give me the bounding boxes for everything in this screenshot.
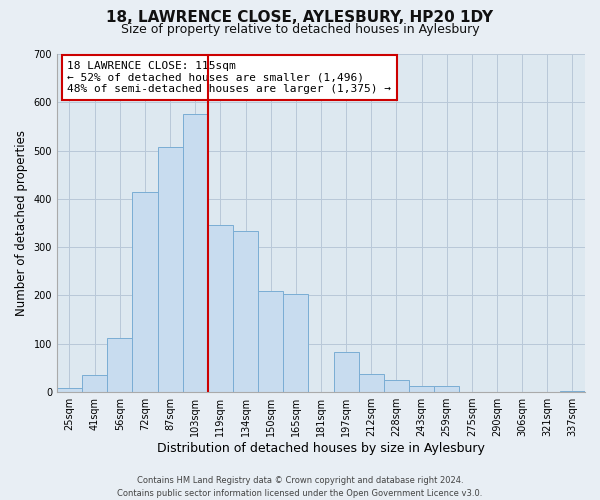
Bar [82,375,107,392]
Bar [434,386,459,392]
Bar [182,114,208,392]
Text: Contains HM Land Registry data © Crown copyright and database right 2024.
Contai: Contains HM Land Registry data © Crown c… [118,476,482,498]
Bar [384,380,409,392]
Y-axis label: Number of detached properties: Number of detached properties [15,130,28,316]
Bar [409,386,434,392]
Text: Size of property relative to detached houses in Aylesbury: Size of property relative to detached ho… [121,22,479,36]
Bar [258,290,283,392]
Bar [57,388,82,392]
Bar [107,338,133,392]
Bar [158,146,182,392]
Text: 18 LAWRENCE CLOSE: 115sqm
← 52% of detached houses are smaller (1,496)
48% of se: 18 LAWRENCE CLOSE: 115sqm ← 52% of detac… [67,61,391,94]
Bar [133,192,158,392]
Bar [334,352,359,392]
Bar [208,226,233,392]
Text: 18, LAWRENCE CLOSE, AYLESBURY, HP20 1DY: 18, LAWRENCE CLOSE, AYLESBURY, HP20 1DY [106,10,494,25]
Bar [233,232,258,392]
Bar [560,390,585,392]
Bar [283,294,308,392]
X-axis label: Distribution of detached houses by size in Aylesbury: Distribution of detached houses by size … [157,442,485,455]
Bar [359,374,384,392]
